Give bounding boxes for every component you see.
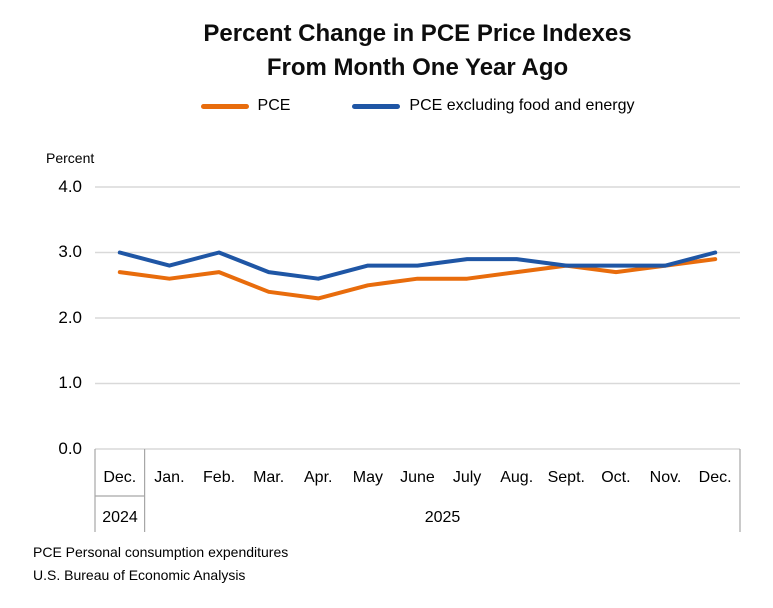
y-axis-tick-label: 4.0 (58, 177, 82, 196)
chart-title: Percent Change in PCE Price Indexes From… (95, 17, 740, 85)
core-pce-line-swatch-icon (352, 103, 401, 109)
x-axis-month-label: May (352, 469, 383, 486)
x-axis-year-label-2025: 2025 (424, 509, 461, 526)
y-axis-tick-label: 3.0 (58, 242, 82, 261)
y-axis-tick-label: 1.0 (58, 373, 82, 392)
x-axis-year-label-2024: 2024 (102, 509, 138, 526)
x-axis-month-label: Mar. (253, 469, 285, 486)
x-axis-month-label: Dec. (103, 469, 137, 486)
legend-item-pce: PCE (200, 97, 291, 115)
x-axis-month-label: June (400, 469, 435, 486)
x-axis-month-label: Nov. (649, 469, 682, 486)
pce-line-swatch-icon (200, 103, 249, 109)
y-axis-unit-label: Percent (46, 150, 95, 166)
footnote-pce-definition: PCE Personal consumption expenditures (33, 544, 289, 560)
x-axis-month-label: Sept. (547, 469, 585, 486)
x-axis-month-label: Jan. (154, 469, 185, 486)
x-axis-month-label: Oct. (601, 469, 631, 486)
x-axis-month-label: Apr. (304, 469, 333, 486)
y-axis-tick-label: 2.0 (58, 308, 82, 327)
pce-excluding-food-and-energy-line (117, 250, 718, 281)
y-axis-tick-label: 0.0 (58, 439, 82, 458)
chart-legend: PCE PCE excluding food and energy (95, 95, 740, 117)
legend-label-core-pce: PCE excluding food and energy (409, 97, 635, 114)
chart-title-line-2: From Month One Year Ago (266, 54, 569, 81)
x-axis-month-labels: Dec. Jan. Feb. Mar. Apr. May June July A… (95, 468, 740, 488)
legend-item-core-pce: PCE excluding food and energy (352, 97, 634, 115)
x-axis-month-label: Aug. (500, 469, 534, 486)
footnotes: PCE Personal consumption expenditures U.… (33, 541, 288, 587)
x-axis-month-label: Feb. (203, 469, 236, 486)
legend-label-pce: PCE (257, 97, 291, 114)
footnote-source: U.S. Bureau of Economic Analysis (33, 567, 246, 583)
x-axis-month-label: Dec. (698, 469, 732, 486)
chart-title-line-1: Percent Change in PCE Price Indexes (203, 20, 632, 47)
pce-line (117, 257, 718, 301)
x-axis-month-label: July (452, 469, 482, 486)
